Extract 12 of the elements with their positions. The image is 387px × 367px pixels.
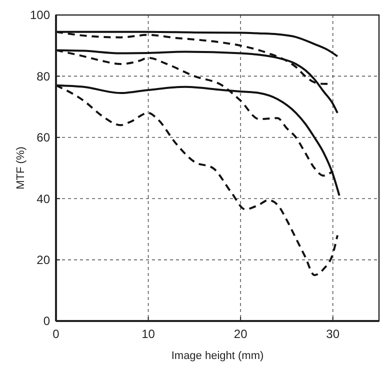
x-tick-label: 30	[326, 327, 340, 341]
x-tick-label: 20	[234, 327, 248, 341]
y-axis-title: MTF (%)	[15, 146, 27, 190]
y-tick-label: 60	[36, 130, 50, 145]
x-tick-label: 0	[52, 327, 60, 341]
x-tick-label: 10	[142, 327, 156, 341]
x-axis-title: Image height (mm)	[171, 350, 264, 362]
y-tick-label: 80	[36, 69, 50, 84]
y-tick-label: 40	[36, 192, 50, 206]
y-tick-label: 0	[43, 314, 50, 328]
y-tick-label: 20	[36, 253, 50, 267]
y-tick-label: 100	[30, 8, 50, 22]
